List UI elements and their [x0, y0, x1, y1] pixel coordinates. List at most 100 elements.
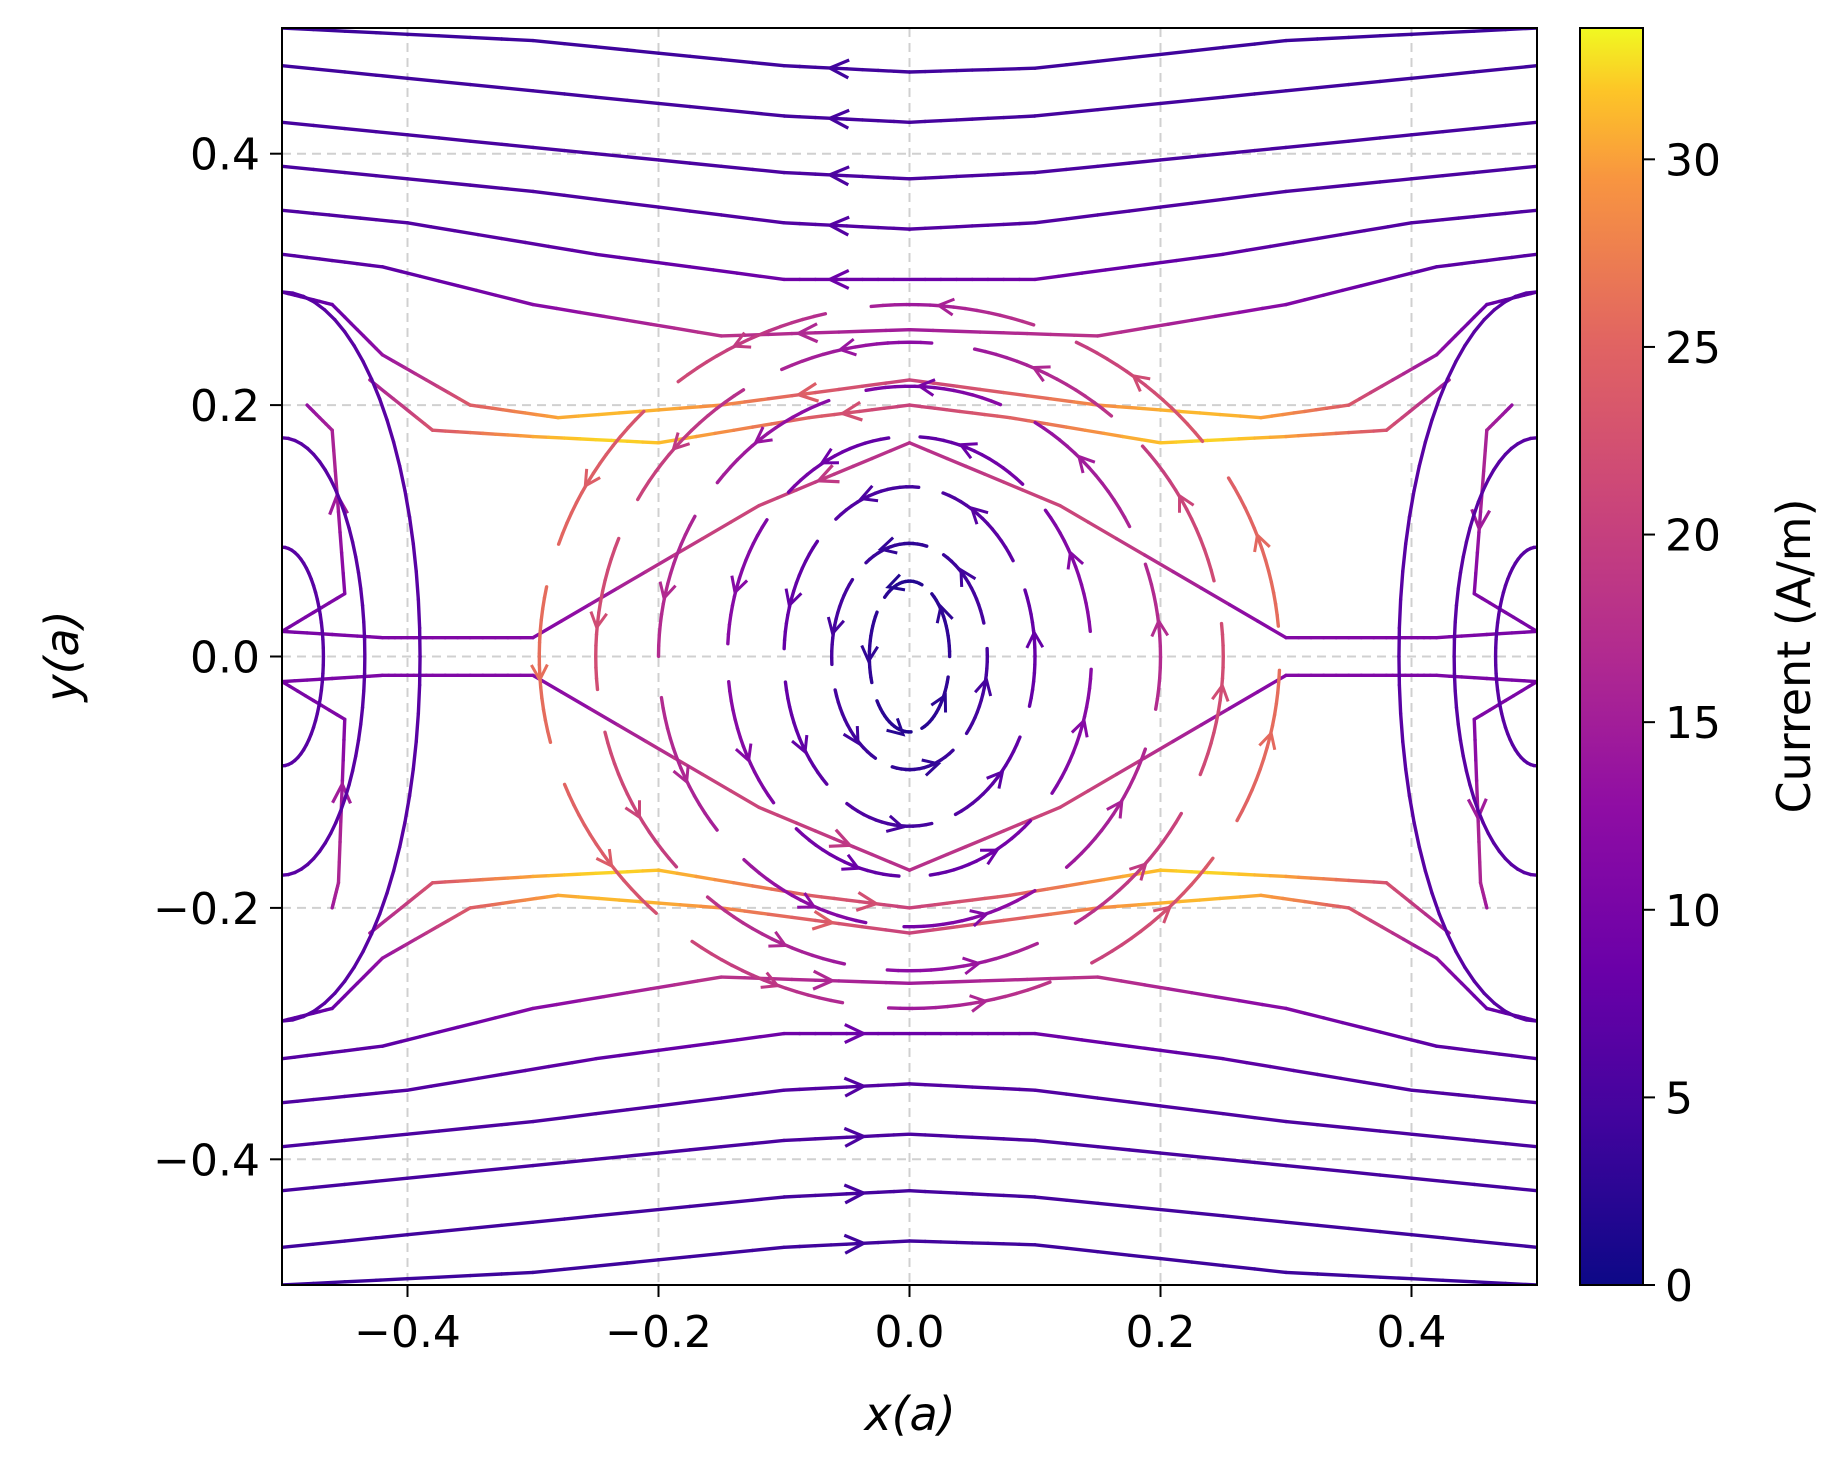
streamline: [1252, 1217, 1288, 1224]
streamline: [499, 1220, 535, 1227]
streamline: [1303, 1011, 1326, 1020]
streamline: [845, 1134, 865, 1140]
streamline: [1314, 901, 1329, 907]
streamline: [1321, 877, 1338, 882]
streamline: [336, 860, 341, 885]
streamline: [750, 1195, 786, 1202]
edge-vortex-segment: [354, 738, 361, 758]
streamline: [1064, 425, 1087, 432]
streamline: [986, 172, 1006, 177]
edge-vortex-segment: [1404, 767, 1412, 798]
streamline: [1045, 422, 1069, 429]
vortex-ring-segment: [1088, 667, 1093, 681]
streamline: [699, 403, 723, 409]
vortex-ring-segment: [1179, 497, 1189, 511]
streamline: [1119, 326, 1147, 334]
streamline: [1390, 931, 1406, 942]
streamline: [1369, 384, 1384, 395]
vortex-arrow: [797, 892, 818, 909]
vortex-ring-segment: [647, 830, 658, 843]
streamline: [1378, 133, 1414, 140]
streamline: [1397, 1035, 1420, 1044]
vortex-ring-segment: [540, 696, 546, 712]
streamline: [750, 1245, 786, 1253]
streamline: [1472, 167, 1508, 175]
streamline: [1459, 260, 1476, 266]
streamline: [750, 422, 774, 429]
streamline: [926, 448, 949, 461]
streamline: [696, 330, 723, 338]
vortex-ring-segment: [567, 793, 576, 807]
streamline: [531, 434, 551, 440]
vortex-ring-segment: [1074, 340, 1089, 350]
edge-vortex-segment: [1398, 711, 1405, 744]
streamline: [1336, 904, 1351, 910]
streamline: [282, 1055, 297, 1061]
streamline: [1102, 874, 1125, 882]
streamline: [616, 723, 648, 744]
vortex-ring-segment: [666, 571, 673, 586]
edge-vortex-segment: [1430, 891, 1442, 916]
streamline: [311, 1182, 347, 1190]
streamline: [343, 1093, 363, 1099]
vortex-ring-segment: [546, 729, 553, 745]
vortex-ring-segment: [1003, 991, 1019, 999]
vortex-ring-segment: [1147, 915, 1161, 927]
streamline: [1252, 189, 1288, 198]
streamline: [1256, 619, 1288, 640]
vortex-ring-segment: [1272, 702, 1279, 717]
streamline: [648, 983, 676, 991]
streamline: [1379, 925, 1395, 935]
streamline: [819, 895, 836, 901]
vortex-ring-segment: [732, 915, 745, 925]
streamline: [556, 414, 581, 420]
streamline: [1139, 437, 1163, 445]
edge-vortex-segment: [1513, 1014, 1528, 1022]
streamline: [970, 1192, 990, 1197]
streamline: [562, 148, 598, 156]
vortex-ring-segment: [614, 870, 626, 883]
edge-vortex-segment: [1412, 464, 1421, 493]
vortex-ring-segment: [869, 675, 874, 685]
streamline: [1336, 403, 1351, 409]
vortex-ring-segment: [1204, 856, 1215, 870]
streamline: [413, 371, 429, 382]
streamline: [374, 1176, 410, 1183]
streamline: [1441, 1179, 1476, 1187]
vortex-ring-segment: [715, 473, 726, 485]
streamline: [1362, 225, 1390, 233]
streamline: [1281, 896, 1296, 902]
streamline: [758, 1031, 786, 1039]
streamline: [391, 943, 407, 954]
streamline: [481, 431, 498, 436]
streamline: [1121, 871, 1144, 879]
streamline: [499, 142, 535, 150]
streamline: [644, 739, 676, 760]
streamline: [782, 1137, 802, 1143]
streamline: [1472, 1049, 1489, 1055]
streamline: [479, 404, 494, 410]
streamline: [570, 1057, 598, 1065]
streamline: [1127, 1204, 1163, 1212]
streamline: [594, 1261, 629, 1268]
streamline: [601, 314, 629, 322]
vortex-arrow: [860, 644, 879, 665]
streamline: [1190, 1260, 1225, 1268]
streamline: [750, 217, 786, 225]
edge-vortex-segment: [1458, 738, 1465, 758]
streamline: [1096, 975, 1123, 983]
streamline: [493, 1011, 516, 1020]
streamline: [311, 211, 331, 217]
vortex-ring-segment: [1220, 632, 1225, 648]
streamline: [1472, 258, 1489, 264]
streamline: [1347, 430, 1364, 435]
streamline: [888, 860, 912, 872]
streamline: [554, 998, 582, 1007]
streamline: [1045, 884, 1069, 891]
streamline: [1008, 890, 1031, 898]
streamline: [562, 1264, 598, 1271]
streamline: [1083, 428, 1106, 436]
streamline: [970, 411, 987, 417]
vortex-ring-segment: [598, 452, 609, 466]
streamline: [1127, 1148, 1163, 1155]
